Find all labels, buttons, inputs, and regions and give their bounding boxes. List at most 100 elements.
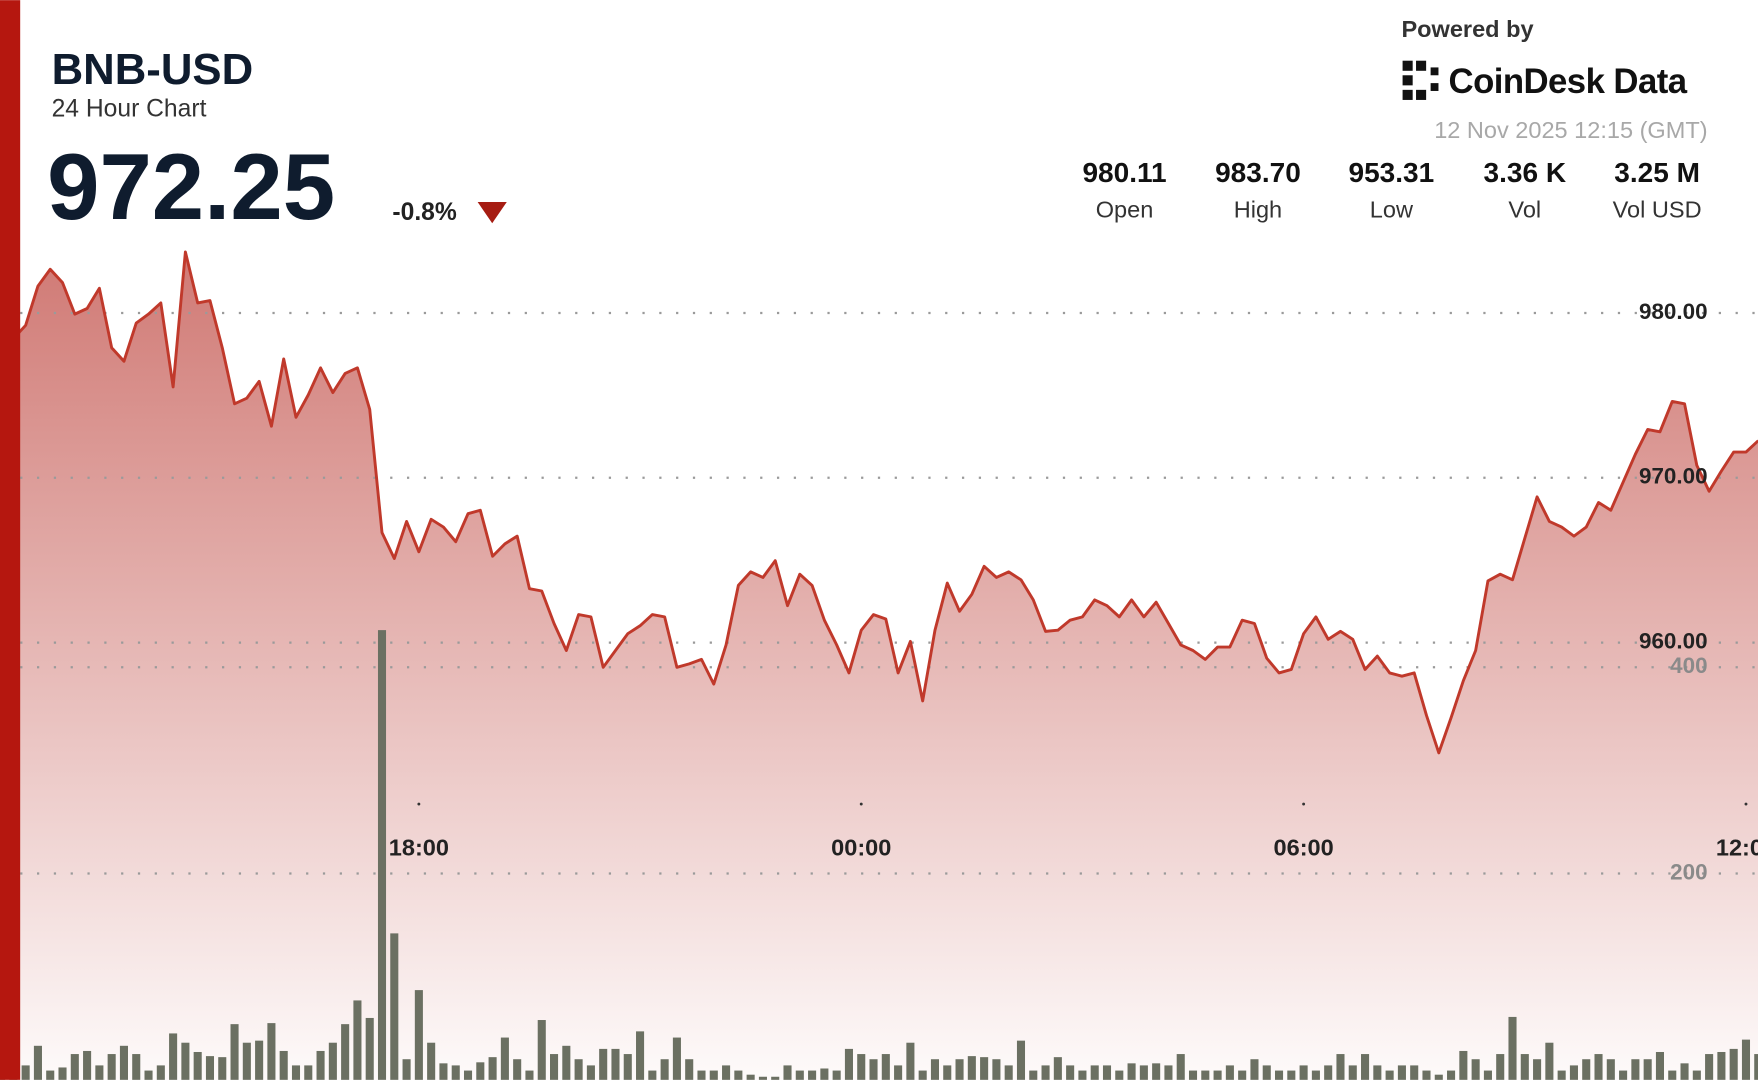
volume-bar [1582,1059,1591,1080]
timestamp: 12 Nov 2025 12:15 (GMT) [1434,117,1707,143]
volume-bar [795,1070,804,1080]
x-tick-label: 00:00 [831,835,891,861]
stat-label: Vol [1508,197,1541,223]
volume-bar [746,1074,755,1080]
volume-bar [586,1065,595,1080]
volume-bar [1164,1065,1173,1080]
volume-bar [1606,1059,1615,1080]
volume-bar [1483,1070,1492,1080]
area-layer [1,251,1758,1080]
volume-bar [1496,1054,1505,1080]
volume-bar [955,1059,964,1080]
volume-bar [1287,1070,1296,1080]
stat-label: High [1234,197,1282,223]
volume-bar [1692,1070,1701,1080]
volume-bar [1643,1059,1652,1080]
volume-bar [820,1068,829,1080]
volume-bar [844,1048,853,1080]
volume-bar [1385,1070,1394,1080]
plot-area: 960.00 970.00 980.00 200 400 18:00 00:00 06:00 1… [0,250,1758,1080]
x-tick-dot [1744,802,1748,806]
volume-bar [1090,1065,1099,1080]
volume-bar [808,1070,817,1080]
volume-bar [697,1070,706,1080]
volume-bar [1459,1050,1468,1080]
volume-bar [365,1017,374,1080]
volume-bar [1471,1059,1480,1080]
volume-bar [1520,1054,1529,1080]
volume-bar [894,1065,903,1080]
volume-bar [1717,1051,1726,1080]
volume-bar [525,1070,534,1080]
price-area [1,251,1758,1080]
volume-bar [218,1057,227,1080]
stat-value: 3.36 K [1484,157,1567,188]
volume-bar [1250,1059,1259,1080]
volume-bar [574,1059,583,1080]
volume-bar [513,1059,522,1080]
stat-label: Vol USD [1613,197,1702,223]
volume-bar [1680,1063,1689,1080]
symbol: BNB-USD [52,45,254,94]
volume-bar [930,1059,940,1080]
subtitle: 24 Hour Chart [52,96,207,123]
stat-value: 980.11 [1082,157,1166,188]
volume-bar [1557,1070,1566,1080]
volume-bar [1078,1070,1087,1080]
volume-bar [144,1070,153,1080]
volume-bar [1102,1065,1112,1080]
volume-bar [1361,1054,1370,1080]
powered-by: Powered by [1401,16,1533,42]
volume-bar [500,1037,509,1080]
volume-bar [107,1054,116,1080]
volume-bar [1176,1054,1185,1080]
volume-bar [328,1042,337,1080]
volume-bar [156,1065,165,1080]
volume-bar [119,1045,128,1080]
volume-bar [58,1067,67,1080]
volume-bar [205,1056,215,1080]
volume-bar [242,1042,251,1080]
volume-bar [291,1065,301,1080]
volume-bar [1373,1065,1382,1080]
volume-bar [414,990,423,1080]
volume-bar [1041,1065,1050,1080]
volume-bar [1631,1059,1640,1080]
volume-bar [1545,1042,1554,1080]
volume-bar [476,1062,485,1080]
x-tick-label: 18:00 [389,835,449,861]
volume-bar [1508,1016,1517,1080]
volume-bar [1225,1065,1234,1080]
volume-bar [783,1065,792,1080]
volume-bar [1754,1054,1758,1080]
volume-bar [771,1076,780,1080]
y-tick-label: 980.00 [1639,299,1708,324]
volume-bar [230,1024,239,1080]
volume-bar [193,1051,202,1080]
volume-bar [1274,1070,1284,1080]
volume-bar [906,1042,915,1080]
accent-bar [0,0,21,1080]
down-arrow [477,201,507,224]
volume-bar [341,1024,350,1080]
volume-bar [623,1054,632,1080]
volume-bar [427,1042,436,1080]
volume-bar [451,1065,460,1080]
x-tick-dot [1302,802,1306,806]
volume-bar [1188,1070,1198,1080]
volume-bar [439,1063,448,1080]
volume-bar [1619,1070,1628,1080]
x-tick-dot [859,802,863,806]
volume-bar [1004,1065,1013,1080]
x-tick-dot [417,802,421,806]
stat-label: Open [1096,197,1154,223]
volume-bar [980,1057,989,1080]
volume-bar [1262,1065,1271,1080]
volume-bar [255,1040,264,1080]
volume-bar [1668,1070,1677,1080]
volume-bar [1139,1065,1148,1080]
volume-bar [377,630,387,1080]
volume-bar [611,1048,620,1080]
